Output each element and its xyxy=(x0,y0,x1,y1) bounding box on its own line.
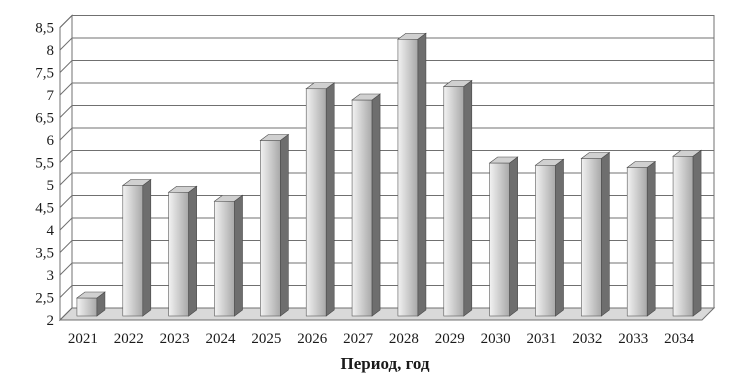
gridline xyxy=(59,127,714,141)
bar xyxy=(626,160,657,317)
bar xyxy=(167,185,198,317)
side-wall xyxy=(59,14,73,322)
x-axis-title: Период, год xyxy=(340,354,429,373)
y-tick-label: 7 xyxy=(47,88,55,104)
x-tick-label: 2032 xyxy=(572,331,602,347)
gridline xyxy=(59,150,714,163)
floor xyxy=(58,307,716,321)
bar xyxy=(534,158,565,317)
x-tick-label: 2028 xyxy=(389,331,419,347)
x-tick-label: 2027 xyxy=(343,331,374,347)
x-tick-label: 2029 xyxy=(435,331,465,347)
gridline xyxy=(59,82,714,96)
y-tick-label: 2 xyxy=(47,313,55,329)
gridline xyxy=(59,60,714,73)
bar xyxy=(442,79,473,317)
x-axis-tick-labels: 2021 2022 2023 2024 2025 2026 2027 2028 2029 2030… xyxy=(68,331,695,347)
y-tick-label: 3 xyxy=(47,268,55,284)
y-tick-label: 6 xyxy=(47,133,55,149)
y-tick-label: 6,5 xyxy=(35,111,54,127)
back-wall xyxy=(71,15,715,309)
y-tick-label: 3,5 xyxy=(35,246,54,262)
x-tick-label: 2021 xyxy=(68,331,98,347)
y-axis-tick-labels: 2 2,5 3 3,5 4 4,5 5 5,5 6 6,5 7 7,5 8 8,5 xyxy=(35,21,54,330)
x-tick-label: 2026 xyxy=(297,331,328,347)
x-tick-label: 2023 xyxy=(160,331,190,347)
y-tick-label: 5 xyxy=(47,178,55,194)
bar xyxy=(672,149,702,317)
y-tick-label: 8 xyxy=(47,43,55,59)
y-tick-label: 4 xyxy=(47,223,55,239)
y-tick-label: 7,5 xyxy=(35,66,54,82)
x-tick-label: 2022 xyxy=(114,331,144,347)
bars xyxy=(76,32,702,317)
y-tick-label: 4,5 xyxy=(35,201,54,217)
bar xyxy=(259,133,290,317)
bar xyxy=(76,291,106,317)
x-tick-label: 2025 xyxy=(251,331,281,347)
y-tick-label: 8,5 xyxy=(35,21,54,37)
bar xyxy=(305,82,336,317)
bar xyxy=(580,151,611,317)
y-tick-label: 5,5 xyxy=(35,156,54,172)
x-tick-label: 2024 xyxy=(206,331,237,347)
gridline xyxy=(59,15,714,28)
gridline xyxy=(59,105,714,118)
x-tick-label: 2034 xyxy=(664,331,695,347)
gridlines xyxy=(59,15,714,321)
chart-walls xyxy=(58,14,716,322)
bar xyxy=(488,156,519,317)
bar xyxy=(121,178,152,317)
bar xyxy=(397,32,427,317)
x-tick-label: 2031 xyxy=(527,331,557,347)
x-tick-label: 2033 xyxy=(618,331,648,347)
gridline xyxy=(59,37,714,51)
bar xyxy=(351,93,381,317)
y-tick-label: 2,5 xyxy=(35,291,54,307)
x-tick-label: 2030 xyxy=(481,331,511,347)
bar xyxy=(213,194,244,317)
